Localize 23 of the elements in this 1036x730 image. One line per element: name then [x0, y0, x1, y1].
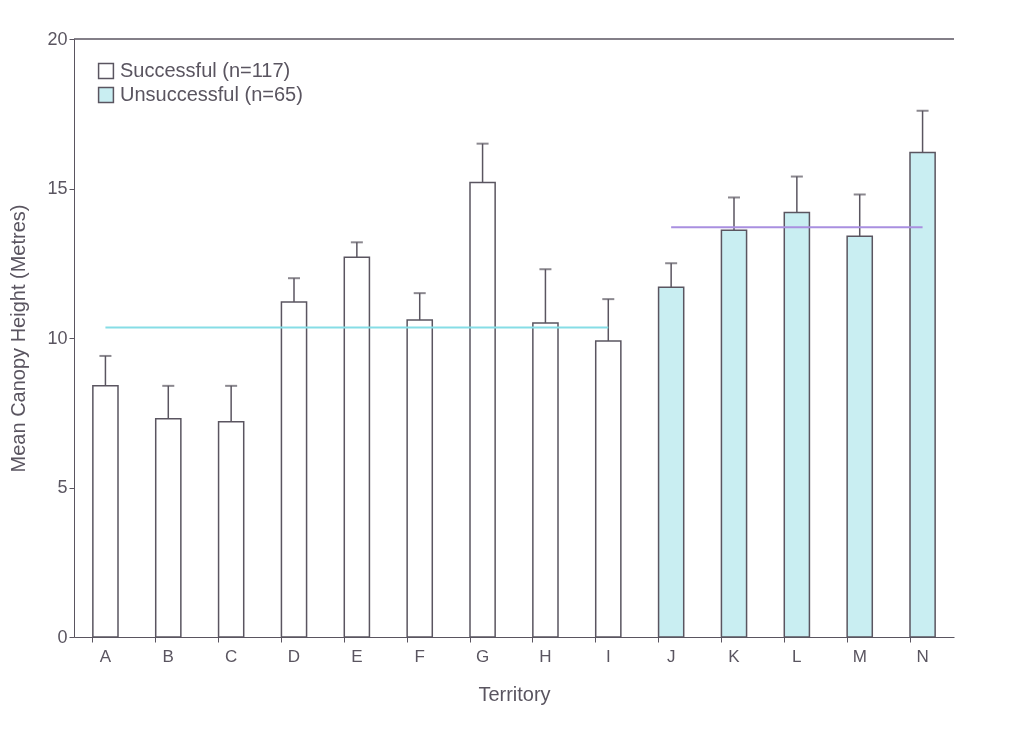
- x-tick-label: N: [916, 646, 929, 666]
- x-tick-label: L: [792, 646, 802, 666]
- y-tick-label: 15: [47, 178, 68, 198]
- x-tick-label: B: [162, 646, 174, 666]
- x-tick-label: J: [666, 646, 676, 666]
- x-tick-label: K: [728, 646, 741, 666]
- x-tick-label: D: [287, 646, 301, 666]
- x-tick-label: C: [225, 646, 238, 666]
- y-tick-label: 20: [47, 28, 68, 49]
- legend-label: Successful (n=117): [120, 59, 291, 81]
- y-tick-label: 10: [47, 327, 68, 348]
- x-tick-label: A: [99, 646, 112, 666]
- x-tick-label: H: [539, 646, 552, 666]
- y-tick-label: 5: [57, 477, 68, 497]
- y-axis-title: Mean Canopy Height (Metres): [7, 204, 30, 473]
- legend-label: Unsuccessful (n=65): [120, 83, 303, 105]
- y-tick-label: 0: [57, 626, 68, 647]
- x-tick-label: F: [414, 646, 425, 666]
- x-axis-title: Territory: [478, 682, 551, 705]
- x-tick-label: I: [605, 646, 611, 666]
- x-tick-label: E: [351, 646, 363, 666]
- x-tick-label: G: [475, 646, 490, 666]
- x-tick-label: M: [852, 646, 867, 666]
